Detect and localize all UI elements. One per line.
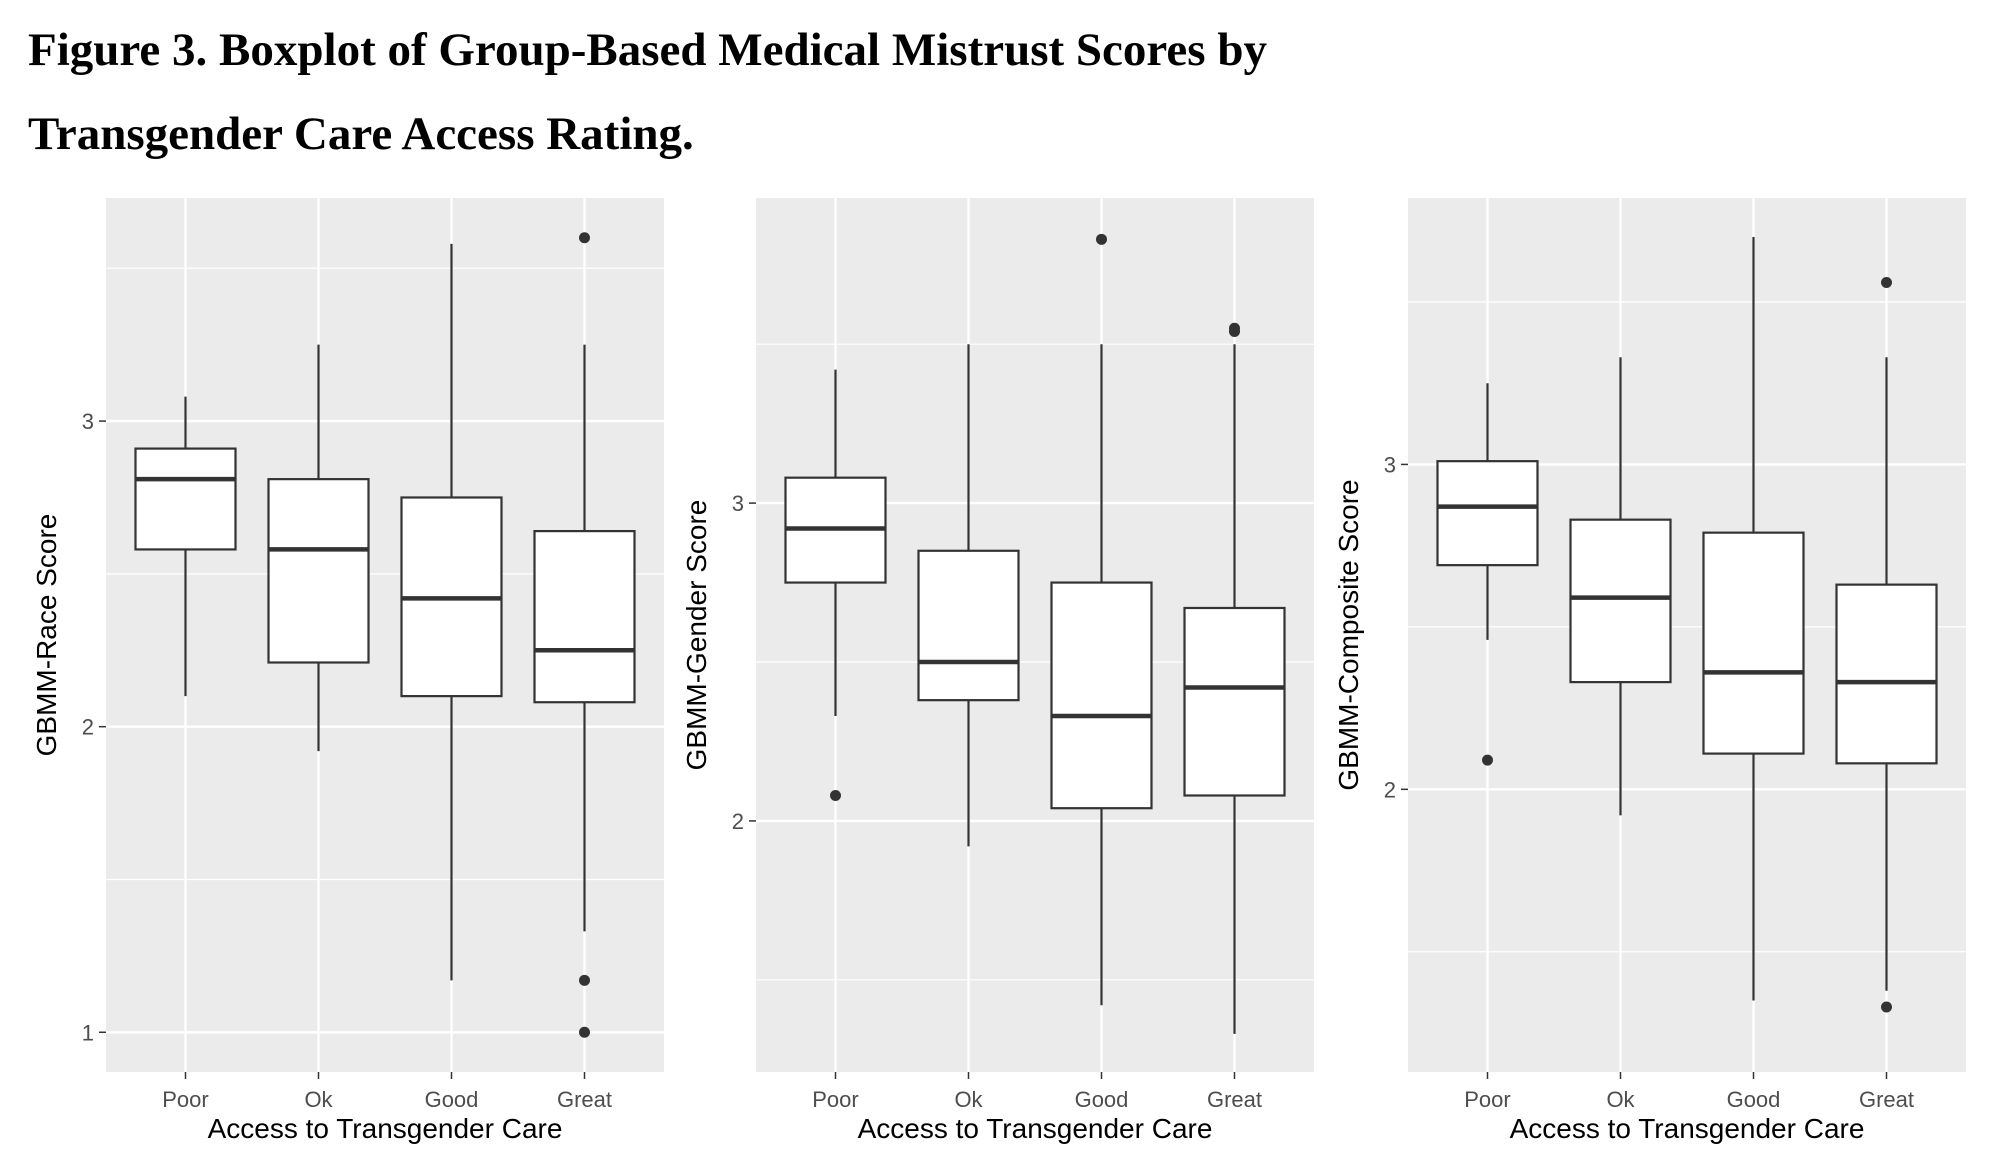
box-poor bbox=[784, 369, 887, 801]
x-tick-label: Ok bbox=[304, 1087, 333, 1112]
y-axis-title: GBMM-Gender Score bbox=[681, 500, 712, 771]
box-good bbox=[400, 243, 503, 981]
outlier-point bbox=[579, 232, 590, 244]
outlier-point bbox=[1482, 754, 1493, 766]
box-poor bbox=[134, 396, 237, 697]
y-tick-label: 3 bbox=[82, 409, 94, 434]
x-tick-label: Ok bbox=[1606, 1087, 1635, 1112]
outlier-point bbox=[579, 974, 590, 986]
x-tick-label: Good bbox=[1727, 1087, 1781, 1112]
iqr-box bbox=[917, 549, 1020, 702]
box-ok bbox=[917, 344, 1020, 847]
outlier-point bbox=[830, 789, 841, 801]
y-tick-label: 2 bbox=[82, 715, 94, 740]
box-great bbox=[1835, 276, 1938, 1013]
iqr-box bbox=[1436, 460, 1539, 567]
y-axis-title: GBMM-Composite Score bbox=[1333, 479, 1364, 790]
y-tick-label: 1 bbox=[82, 1020, 94, 1045]
outlier-point bbox=[1229, 325, 1240, 337]
box-poor bbox=[1436, 383, 1539, 766]
x-tick-label: Poor bbox=[812, 1087, 858, 1112]
iqr-box bbox=[1569, 518, 1672, 684]
y-tick-label: 2 bbox=[1384, 777, 1396, 802]
iqr-box bbox=[134, 447, 237, 551]
x-tick-label: Good bbox=[425, 1087, 479, 1112]
iqr-box bbox=[267, 478, 370, 664]
x-axis-title: Access to Transgender Care bbox=[1510, 1113, 1865, 1144]
box-ok bbox=[1569, 357, 1672, 816]
box-great bbox=[1183, 322, 1286, 1034]
x-tick-label: Great bbox=[557, 1087, 612, 1112]
iqr-box bbox=[1050, 581, 1153, 810]
iqr-box bbox=[1835, 583, 1938, 765]
iqr-box bbox=[1183, 606, 1286, 797]
iqr-box bbox=[1702, 531, 1805, 755]
x-tick-label: Ok bbox=[954, 1087, 983, 1112]
y-axis-title: GBMM-Race Score bbox=[31, 514, 62, 757]
iqr-box bbox=[533, 529, 636, 704]
box-good bbox=[1702, 236, 1805, 1001]
y-tick-label: 3 bbox=[1384, 452, 1396, 477]
x-axis-title: Access to Transgender Care bbox=[208, 1113, 563, 1144]
figure-title-line-2: Transgender Care Access Rating. bbox=[28, 108, 694, 160]
y-tick-label: 2 bbox=[732, 809, 744, 834]
x-axis-title: Access to Transgender Care bbox=[858, 1113, 1213, 1144]
outlier-point bbox=[1881, 1001, 1892, 1013]
x-tick-label: Poor bbox=[1464, 1087, 1510, 1112]
box-good bbox=[1050, 233, 1153, 1006]
x-tick-label: Great bbox=[1207, 1087, 1262, 1112]
outlier-point bbox=[1881, 276, 1892, 288]
x-tick-label: Great bbox=[1859, 1087, 1914, 1112]
box-great bbox=[533, 232, 636, 1038]
outlier-point bbox=[579, 1026, 590, 1038]
figure-title-line-1: Figure 3. Boxplot of Group-Based Medical… bbox=[28, 24, 1267, 76]
outlier-point bbox=[1096, 233, 1107, 245]
box-ok bbox=[267, 344, 370, 752]
x-tick-label: Poor bbox=[162, 1087, 208, 1112]
x-tick-label: Good bbox=[1075, 1087, 1129, 1112]
figure-title: Figure 3. Boxplot of Group-Based Medical… bbox=[28, 8, 1928, 176]
y-tick-label: 3 bbox=[732, 491, 744, 516]
